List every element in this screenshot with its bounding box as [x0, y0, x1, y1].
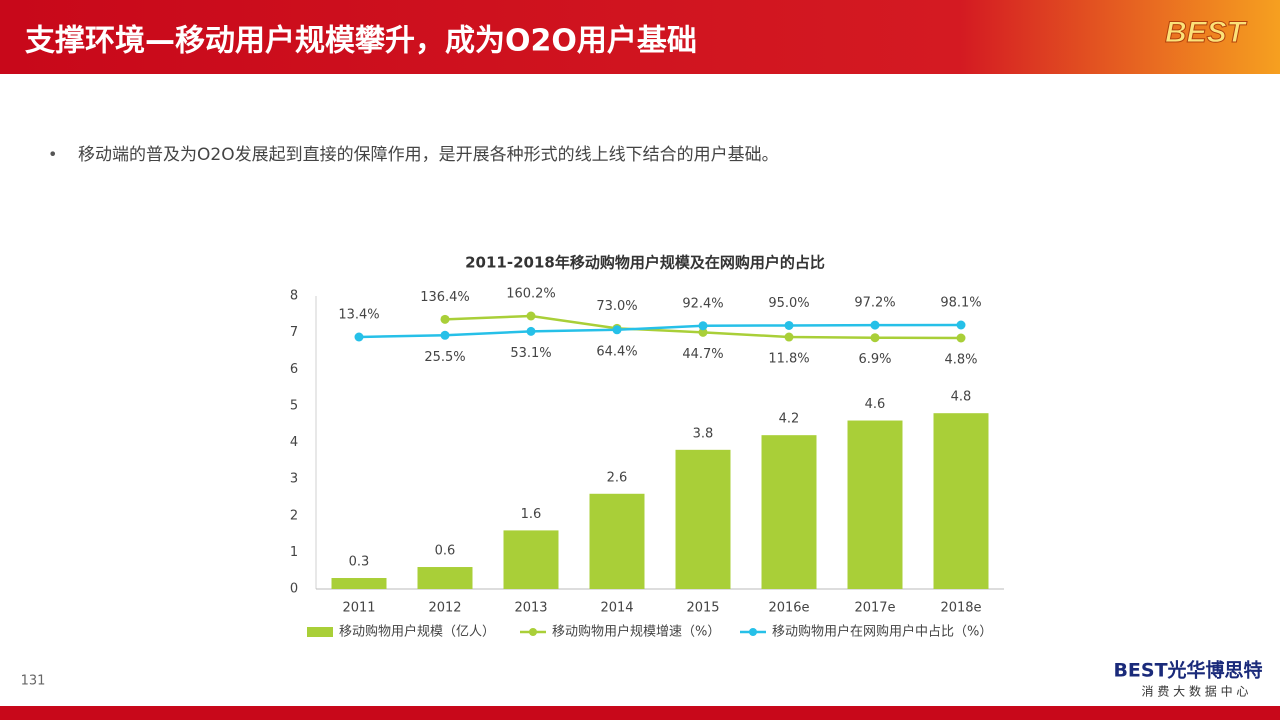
- line-point: [526, 326, 536, 336]
- line-value-label: 6.9%: [858, 352, 891, 367]
- y-tick-label: 6: [290, 362, 298, 377]
- legend-label: 移动购物用户规模增速（%）: [552, 624, 720, 640]
- legend-swatch: [307, 627, 333, 637]
- legend-label: 移动购物用户在网购用户中占比（%）: [772, 624, 992, 640]
- bar-value-label: 0.3: [349, 555, 370, 570]
- bar-value-label: 1.6: [521, 507, 542, 522]
- line-point: [870, 333, 880, 343]
- line-value-label: 73.0%: [596, 299, 637, 314]
- bar-value-label: 4.6: [865, 397, 886, 412]
- y-tick-label: 3: [290, 472, 298, 487]
- x-tick-label: 2013: [514, 601, 547, 616]
- line: [358, 323, 962, 339]
- legend-label: 移动购物用户规模（亿人）: [339, 624, 495, 640]
- line-value-label: 53.1%: [510, 346, 551, 361]
- footer-tagline: 消 费 大 数 据 中 心: [1142, 684, 1249, 699]
- bullet-text: 移动端的普及为O2O发展起到直接的保障作用，是开展各种形式的线上线下结合的用户基…: [78, 145, 779, 165]
- footer-brand: BEST光华博思特: [1113, 659, 1262, 682]
- y-tick-label: 5: [290, 398, 298, 413]
- x-tick-label: 2018e: [940, 601, 981, 616]
- line-value-label: 97.2%: [854, 296, 895, 311]
- bar-value-label: 2.6: [607, 470, 628, 485]
- x-tick-label: 2012: [428, 601, 461, 616]
- line-point: [698, 321, 708, 331]
- bar: [503, 530, 559, 589]
- legend-swatch-dot: [749, 628, 757, 636]
- bar: [761, 435, 817, 589]
- chart-title: 2011-2018年移动购物用户规模及在网购用户的占比: [465, 254, 825, 272]
- bar-value-label: 3.8: [693, 426, 714, 441]
- line-point: [784, 320, 794, 330]
- line-point: [870, 320, 880, 330]
- line-point: [784, 332, 794, 342]
- y-tick-label: 7: [290, 325, 298, 340]
- line-value-label: 13.4%: [338, 308, 379, 323]
- line-point: [956, 320, 966, 330]
- bar-value-label: 4.8: [951, 390, 972, 405]
- footer-band: [0, 706, 1280, 720]
- bar: [847, 420, 903, 589]
- bar-value-label: 0.6: [435, 544, 456, 559]
- bar-value-label: 4.2: [779, 412, 800, 427]
- line-value-label: 44.7%: [682, 347, 723, 362]
- line-point: [440, 314, 450, 324]
- line-value-label: 136.4%: [420, 290, 470, 305]
- line-value-label: 98.1%: [940, 296, 981, 311]
- line-value-label: 64.4%: [596, 344, 637, 359]
- line-value-label: 160.2%: [506, 287, 556, 302]
- line-point: [354, 332, 364, 342]
- line-value-label: 92.4%: [682, 296, 723, 311]
- bar: [417, 567, 473, 589]
- line-point: [612, 325, 622, 335]
- header-logo: BEST: [1165, 16, 1248, 49]
- bar: [933, 413, 989, 589]
- bar: [589, 493, 645, 589]
- y-tick-label: 2: [290, 508, 298, 523]
- y-tick-label: 1: [290, 545, 298, 560]
- x-tick-label: 2011: [342, 601, 375, 616]
- y-tick-label: 8: [290, 289, 298, 304]
- legend-swatch-dot: [529, 628, 537, 636]
- page-number: 131: [21, 674, 46, 689]
- y-tick-label: 0: [290, 582, 298, 597]
- x-tick-label: 2015: [686, 601, 719, 616]
- line-value-label: 4.8%: [944, 353, 977, 368]
- header-band: [0, 0, 1280, 74]
- x-tick-label: 2017e: [854, 601, 895, 616]
- line-value-label: 95.0%: [768, 296, 809, 311]
- line-value-label: 11.8%: [768, 352, 809, 367]
- bar: [331, 578, 387, 589]
- bar: [675, 449, 731, 589]
- bullet-mark: •: [48, 145, 57, 164]
- line-point: [956, 333, 966, 343]
- line-point: [526, 311, 536, 321]
- line-value-label: 25.5%: [424, 350, 465, 365]
- x-tick-label: 2014: [600, 601, 633, 616]
- chart: 0 1 2 3 4 5 6 7 8 2011 2012 2013 2014 2015 2016e 2017e 2…: [290, 287, 1004, 640]
- y-tick-label: 4: [290, 435, 298, 450]
- line-point: [698, 327, 708, 337]
- slide-title: 支撑环境—移动用户规模攀升，成为O2O用户基础: [25, 24, 697, 59]
- line-point: [440, 330, 450, 340]
- x-tick-label: 2016e: [768, 601, 809, 616]
